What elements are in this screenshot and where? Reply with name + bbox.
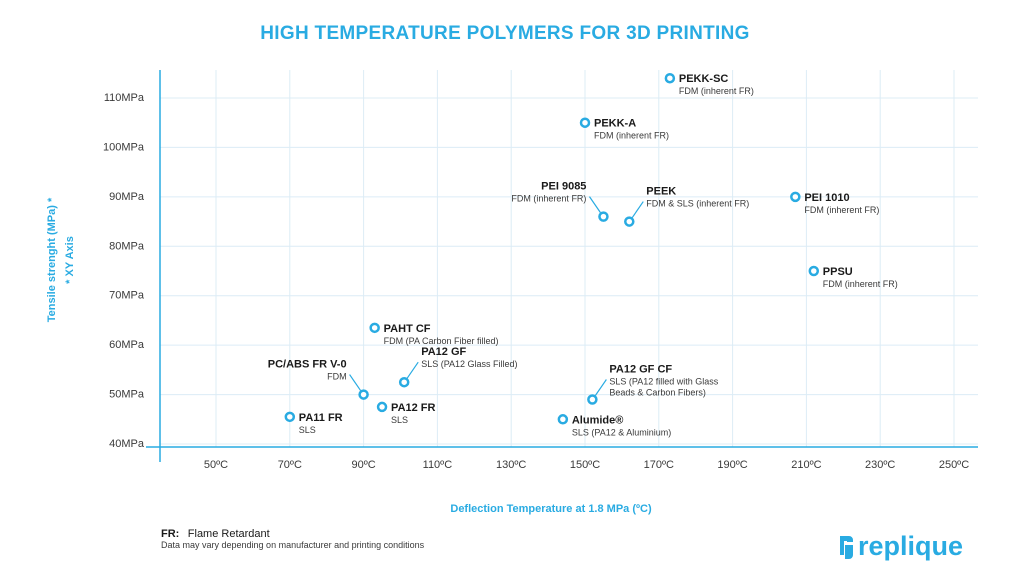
data-point-label: PEI 9085	[541, 181, 586, 193]
data-point-process: FDM (inherent FR)	[823, 279, 898, 289]
data-point-process: SLS	[299, 425, 316, 435]
data-point-label: PAHT CF	[384, 323, 431, 335]
x-tick-label: 250ºC	[939, 459, 969, 471]
y-axis-ticks: 40MPa 50MPa 60MPa 70MPa 80MPa 90MPa 100MPa 110M…	[103, 92, 145, 450]
y-tick-label: 70MPa	[109, 290, 145, 302]
data-point-process: FDM (inherent FR)	[511, 194, 586, 204]
y-tick-label: 50MPa	[109, 389, 145, 401]
data-point-process: FDM & SLS (inherent FR)	[646, 199, 749, 209]
data-point-label: PA12 GF	[421, 346, 466, 358]
data-point-process: FDM (inherent FR)	[594, 131, 669, 141]
y-axis-title: Tensile strenght (MPa) *	[46, 197, 58, 322]
data-point-process: FDM (PA Carbon Fiber filled)	[384, 336, 499, 346]
data-point-marker	[369, 322, 380, 334]
x-tick-label: 210ºC	[791, 459, 821, 471]
y-tick-label: 40MPa	[109, 438, 145, 450]
x-tick-label: 170ºC	[644, 459, 674, 471]
data-point-label: PEEK	[646, 186, 676, 198]
x-tick-label: 230ºC	[865, 459, 895, 471]
data-point-marker	[664, 72, 676, 84]
y-axis-note: * XY Axis	[64, 236, 76, 284]
label-leader-line	[406, 361, 419, 379]
data-point-process: FDM (inherent FR)	[804, 205, 879, 215]
data-point-label: PA12 GF CF	[609, 364, 672, 376]
x-tick-label: 130ºC	[496, 459, 526, 471]
axes	[146, 70, 978, 462]
footer-abbrev: FR:	[161, 528, 179, 540]
data-point-marker	[587, 394, 598, 405]
data-point-label: PEI 1010	[804, 192, 849, 204]
y-tick-label: 100MPa	[103, 141, 145, 153]
x-tick-label: 90ºC	[351, 459, 375, 471]
data-point-marker	[808, 265, 820, 277]
data-point-marker	[579, 117, 591, 128]
footer-abbrev-meaning: Flame Retardant	[188, 528, 270, 540]
chart-title: HIGH TEMPERATURE POLYMERS FOR 3D PRINTIN…	[260, 23, 749, 44]
x-axis-ticks: 50ºC 70ºC 90ºC 110ºC 130ºC 150ºC 170ºC 190ºC 210…	[204, 459, 969, 471]
data-point-marker	[557, 414, 569, 425]
x-tick-label: 50ºC	[204, 459, 228, 471]
data-point-label: PEKK-A	[594, 118, 636, 130]
footer-disclaimer: Data may vary depending on manufacturer …	[161, 540, 425, 550]
data-point-marker	[284, 411, 296, 423]
x-axis-title: Deflection Temperature at 1.8 MPa (ºC)	[450, 503, 652, 515]
y-tick-label: 80MPa	[109, 240, 145, 252]
replique-logo: replique	[840, 531, 963, 561]
data-point-label: PPSU	[823, 266, 853, 278]
data-point-label: PEKK-SC	[679, 73, 729, 85]
data-point-process: SLS	[391, 415, 408, 425]
data-point-label: PC/ABS FR V-0	[268, 359, 347, 371]
data-point-group: Alumide®SLS (PA12 & Aluminium)	[557, 414, 671, 437]
svg-text:FR: Flame Retardant: FR: Flame Retardant	[161, 524, 270, 541]
y-tick-label: 90MPa	[109, 191, 145, 203]
data-point-marker	[376, 401, 388, 413]
data-point-process: Beads & Carbon Fibers)	[609, 388, 706, 398]
replique-logo-icon	[840, 536, 853, 559]
grid	[160, 70, 978, 447]
data-point-label: PA11 FR	[299, 412, 343, 424]
label-leader-line	[631, 201, 644, 218]
data-point-process: FDM	[327, 372, 347, 382]
label-leader-line	[594, 379, 607, 396]
label-leader-line	[588, 196, 601, 213]
y-tick-label: 110MPa	[104, 92, 145, 104]
data-point-process: SLS (PA12 & Aluminium)	[572, 427, 671, 437]
x-tick-label: 190ºC	[717, 459, 747, 471]
data-point-marker	[790, 191, 801, 203]
label-leader-line	[349, 374, 362, 391]
x-tick-label: 70ºC	[278, 459, 302, 471]
data-point-process: SLS (PA12 filled with Glass	[609, 377, 718, 387]
data-point-marker	[598, 211, 609, 222]
logo-wordmark: replique	[858, 531, 963, 561]
data-point-label: Alumide®	[572, 414, 624, 426]
data-point-marker	[624, 216, 635, 227]
y-tick-label: 60MPa	[109, 339, 145, 351]
footer-note: FR: Flame Retardant Data may vary depend…	[161, 524, 425, 550]
data-point-process: SLS (PA12 Glass Filled)	[421, 359, 517, 369]
x-tick-label: 150ºC	[570, 459, 600, 471]
data-point-label: PA12 FR	[391, 402, 435, 414]
data-point-process: FDM (inherent FR)	[679, 86, 754, 96]
x-tick-label: 110ºC	[423, 459, 453, 471]
data-point-marker	[398, 376, 410, 388]
data-point-marker	[358, 389, 369, 400]
